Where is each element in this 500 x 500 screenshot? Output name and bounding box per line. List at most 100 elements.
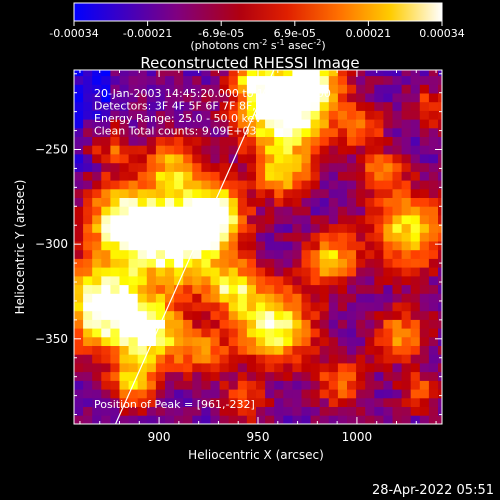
heatmap-cell	[128, 110, 139, 120]
heatmap-cell	[110, 136, 120, 146]
heatmap-cell	[110, 215, 120, 225]
heatmap-cell	[410, 93, 421, 103]
heatmap-cell	[365, 336, 375, 346]
heatmap-cell	[137, 319, 148, 329]
heatmap-cell	[319, 284, 330, 294]
heatmap-cell	[101, 363, 111, 373]
heatmap-cell	[310, 145, 321, 155]
heatmap-cell	[292, 70, 302, 77]
heatmap-cell	[438, 345, 442, 355]
heatmap-cell	[92, 136, 102, 146]
heatmap-cell	[246, 328, 257, 338]
heatmap-cell	[210, 171, 220, 181]
heatmap-cell	[165, 188, 175, 198]
heatmap-cell	[292, 293, 302, 303]
heatmap-cell	[74, 136, 84, 146]
heatmap-cell	[383, 171, 393, 181]
heatmap-cell	[228, 188, 239, 198]
heatmap-cell	[128, 310, 139, 320]
heatmap-cell	[119, 241, 129, 251]
heatmap-cell	[183, 354, 193, 364]
heatmap-cell	[146, 354, 157, 364]
heatmap-cell	[410, 328, 421, 338]
heatmap-cell	[347, 258, 357, 268]
heatmap-cell	[155, 197, 166, 207]
heatmap-cell	[228, 406, 239, 416]
heatmap-cell	[146, 154, 157, 164]
heatmap-cell	[110, 101, 120, 111]
heatmap-cell	[337, 206, 348, 216]
heatmap-cell	[155, 206, 166, 216]
heatmap-cell	[146, 397, 157, 407]
heatmap-cell	[155, 75, 166, 85]
heatmap-cell	[183, 336, 193, 346]
heatmap-cell	[256, 310, 266, 320]
heatmap-cell	[165, 415, 175, 424]
heatmap-cell	[110, 70, 120, 77]
heatmap-cell	[246, 93, 257, 103]
heatmap-cell	[92, 206, 102, 216]
heatmap-cell	[292, 241, 302, 251]
heatmap-cell	[183, 302, 193, 312]
colorbar-tick-label: 6.9e-05	[274, 27, 316, 40]
heatmap-cell	[101, 101, 111, 111]
heatmap-cell	[174, 302, 184, 312]
heatmap-cell	[155, 215, 166, 225]
heatmap-cell	[146, 188, 157, 198]
heatmap-cell	[219, 110, 230, 120]
annotations: 20-Jan-2003 14:45:20.000 to 14:51:20.000…	[94, 87, 331, 138]
heatmap-cell	[410, 232, 421, 242]
heatmap-cell	[283, 328, 293, 338]
colorbar-tick-label: 0.00021	[346, 27, 392, 40]
heatmap-cell	[128, 197, 139, 207]
heatmap-cell	[392, 154, 402, 164]
colorbar-tick-label: -6.9e-05	[198, 27, 244, 40]
heatmap-cell	[337, 276, 348, 286]
heatmap-cell	[283, 406, 293, 416]
heatmap-cell	[228, 397, 239, 407]
heatmap-cell	[428, 380, 439, 390]
heatmap-cell	[201, 162, 211, 172]
heatmap-cell	[210, 354, 220, 364]
heatmap-cell	[192, 241, 202, 251]
heatmap-cell	[274, 336, 284, 346]
heatmap-cell	[110, 397, 120, 407]
heatmap-cell	[192, 206, 202, 216]
heatmap-cell	[92, 232, 102, 242]
heatmap-cell	[419, 145, 430, 155]
heatmap-cell	[128, 75, 139, 85]
heatmap-cell	[283, 70, 293, 77]
heatmap-cell	[328, 197, 339, 207]
heatmap-cell	[110, 171, 120, 181]
heatmap-cell	[392, 162, 402, 172]
heatmap-cell	[319, 249, 330, 259]
heatmap-cell	[246, 232, 257, 242]
heatmap-cell	[310, 232, 321, 242]
heatmap-cell	[110, 180, 120, 190]
heatmap-cell	[201, 380, 211, 390]
heatmap-cell	[283, 336, 293, 346]
heatmap-cell	[137, 345, 148, 355]
heatmap-cell	[392, 354, 402, 364]
heatmap-cell	[410, 389, 421, 399]
heatmap-cell	[328, 119, 339, 129]
heatmap-cell	[92, 380, 102, 390]
heatmap-cell	[146, 84, 157, 94]
heatmap-cell	[219, 162, 230, 172]
heatmap-cell	[365, 406, 375, 416]
heatmap-cell	[347, 415, 357, 424]
heatmap-cell	[374, 380, 384, 390]
heatmap-cell	[301, 101, 311, 111]
heatmap-cell	[137, 241, 148, 251]
heatmap-cell	[347, 84, 357, 94]
heatmap-cell	[256, 371, 266, 381]
heatmap-cell	[237, 197, 248, 207]
heatmap-cell	[383, 258, 393, 268]
heatmap-cell	[428, 302, 439, 312]
heatmap-cell	[92, 162, 102, 172]
heatmap-cell	[246, 110, 257, 120]
x-axis-label: Heliocentric X (arcsec)	[188, 448, 324, 462]
heatmap-cell	[92, 302, 102, 312]
heatmap-cell	[283, 188, 293, 198]
